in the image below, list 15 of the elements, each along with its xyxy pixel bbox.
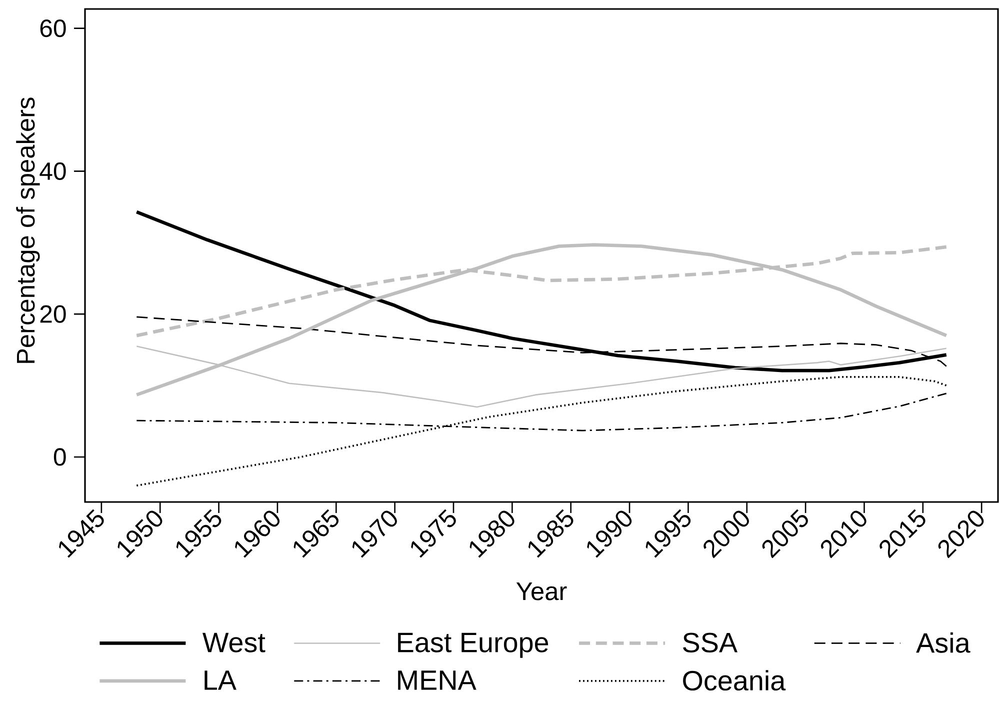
legend-label: LA [204, 670, 236, 690]
legend-label: SSA [683, 632, 738, 652]
legend-label: Oceania [683, 670, 786, 691]
y-tick-label: 40 [40, 162, 66, 180]
line-series [136, 376, 948, 487]
y-tick-label: 20 [40, 305, 66, 323]
y-axis-title: Percentage of speakers [16, 98, 40, 363]
legend-label: MENA [398, 670, 476, 690]
legend-label: West [202, 632, 266, 652]
y-tick-label: 60 [40, 19, 66, 38]
x-axis-title: Year [516, 582, 567, 600]
legend-label: Asia [916, 632, 970, 653]
line-series [134, 210, 948, 372]
legend-label: East Europe [398, 632, 548, 658]
y-tick-label: 0 [54, 448, 66, 466]
